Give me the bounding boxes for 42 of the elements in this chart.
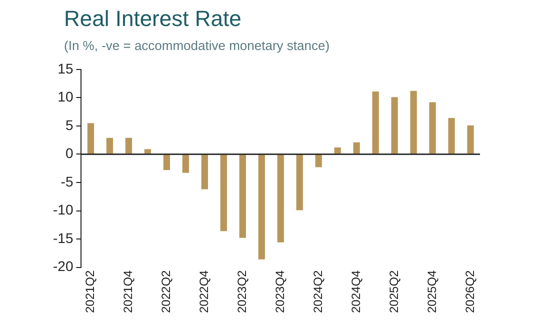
bar: [182, 154, 189, 173]
x-tick-label: 2021Q2: [83, 270, 98, 313]
x-tick-label: 2025Q2: [386, 270, 401, 313]
bar: [296, 154, 303, 210]
chart-subtitle: (In %, -ve = accommodative monetary stance): [64, 38, 330, 53]
bar: [144, 149, 152, 154]
bar: [334, 147, 341, 154]
x-tick-label: 2023Q2: [234, 270, 249, 313]
bar: [467, 125, 474, 154]
x-tick-label: 2024Q4: [348, 270, 363, 313]
bar: [353, 142, 360, 154]
x-tick-label: 2026Q2: [462, 270, 477, 313]
y-tick-label: 10: [58, 88, 74, 105]
bar: [239, 154, 246, 238]
bar: [372, 91, 379, 154]
x-tick-label: 2022Q2: [158, 270, 173, 313]
y-tick-label: 5: [65, 116, 74, 133]
y-tick-label: 15: [58, 60, 74, 76]
x-tick-label: 2022Q4: [196, 270, 211, 313]
bar: [258, 154, 265, 260]
bar: [429, 102, 436, 154]
y-tick-label: 0: [65, 145, 74, 162]
x-tick-label: 2024Q2: [310, 270, 325, 313]
bar: [163, 154, 170, 170]
y-tick-label: -20: [53, 258, 74, 274]
x-tick-label: 2021Q4: [121, 270, 136, 313]
bar: [220, 154, 227, 232]
bar: [201, 154, 208, 190]
bar: [391, 97, 398, 154]
x-tick-label: 2025Q4: [424, 270, 439, 313]
bar: [448, 118, 455, 154]
chart-title: Real Interest Rate: [64, 6, 242, 32]
bar: [277, 154, 284, 242]
y-tick-label: -15: [53, 230, 74, 246]
x-tick-label: 2023Q4: [272, 270, 287, 313]
bar: [410, 90, 417, 154]
bar: [87, 123, 94, 154]
bar: [315, 154, 322, 168]
y-tick-label: -10: [53, 202, 74, 218]
bar: [125, 138, 132, 154]
y-tick-label: -5: [60, 173, 74, 190]
bar: [106, 138, 114, 154]
